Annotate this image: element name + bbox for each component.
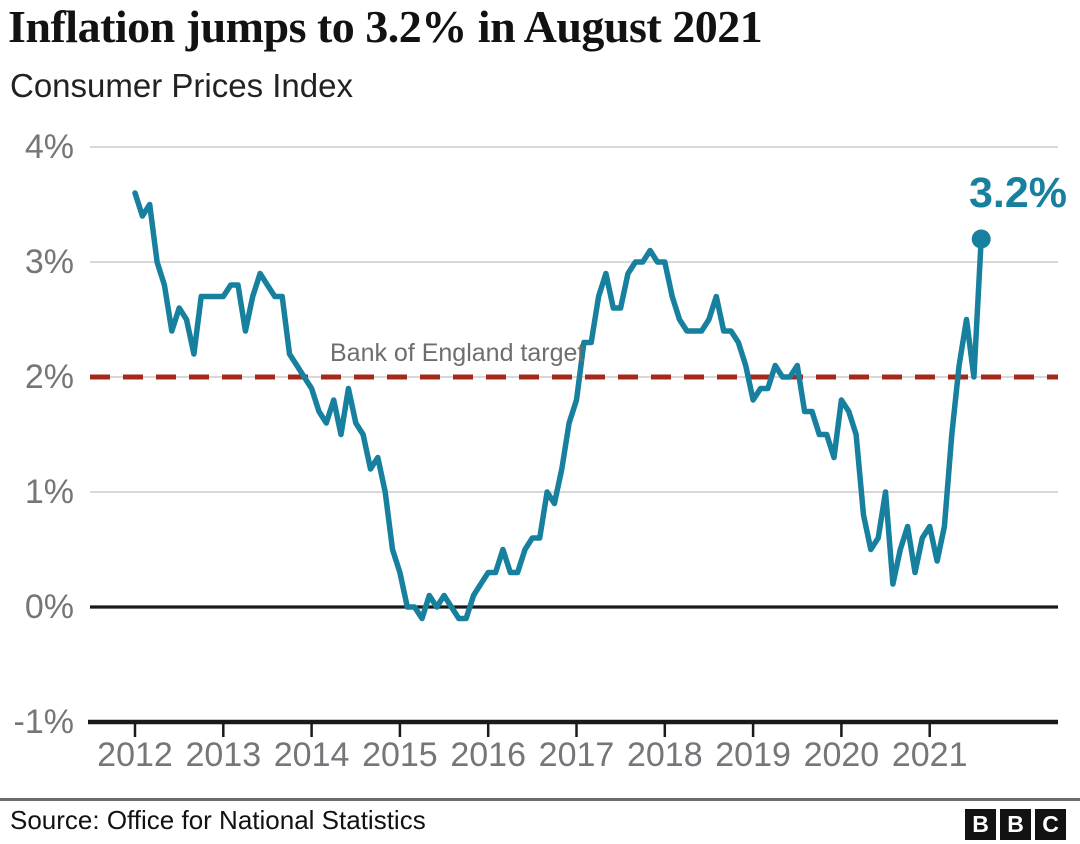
x-axis-label-2015: 2015 <box>362 736 438 774</box>
y-axis-label-3%: 3% <box>24 243 74 281</box>
cpi-line <box>132 190 984 622</box>
x-axis-label-2018: 2018 <box>626 736 703 774</box>
chart-title: Inflation jumps to 3.2% in August 2021 <box>8 1 763 52</box>
x-axis-label-2014: 2014 <box>273 736 350 774</box>
x-axis-label-2012: 2012 <box>97 736 173 774</box>
x-axis-label-2017: 2017 <box>538 736 615 774</box>
y-axis-label-0%: 0% <box>24 588 74 626</box>
x-axis-label-2016: 2016 <box>450 736 526 774</box>
latest-value-annotation: 3.2% <box>968 169 1067 217</box>
x-axis-label-2021: 2021 <box>891 736 968 774</box>
x-axis-label-2013: 2013 <box>185 736 262 774</box>
y-axis-label-4%: 4% <box>24 128 74 166</box>
bbc-logo: B B C <box>965 809 1066 840</box>
bbc-logo-letter: C <box>1035 809 1066 840</box>
y-axis-label--1%: -1% <box>13 703 74 741</box>
y-axis-label-2%: 2% <box>24 358 74 396</box>
source-credit: Source: Office for National Statistics <box>10 805 426 835</box>
target-line-label: Bank of England target <box>330 339 585 367</box>
x-axis-label-2020: 2020 <box>803 736 880 774</box>
x-axis-label-2019: 2019 <box>715 736 791 774</box>
chart-subtitle: Consumer Prices Index <box>10 67 353 104</box>
footer-divider <box>0 798 1080 801</box>
y-axis-label-1%: 1% <box>24 473 74 511</box>
bbc-logo-letter: B <box>965 809 996 840</box>
bbc-logo-letter: B <box>1000 809 1031 840</box>
end-point-dot <box>971 229 991 249</box>
